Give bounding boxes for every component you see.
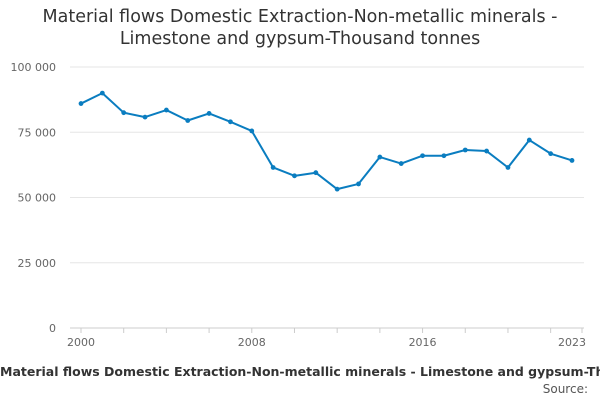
- x-tick-label: 2000: [67, 336, 95, 349]
- y-tick-label: 100 000: [11, 61, 57, 74]
- data-point[interactable]: [163, 107, 169, 113]
- data-point[interactable]: [292, 173, 297, 179]
- x-axis-labels: 2000 2008 2016 2023: [67, 336, 586, 349]
- data-point[interactable]: [228, 119, 233, 125]
- data-point[interactable]: [334, 186, 340, 192]
- series-line: [80, 92, 573, 191]
- data-point[interactable]: [99, 90, 105, 96]
- data-point[interactable]: [142, 114, 148, 120]
- data-point[interactable]: [185, 118, 191, 123]
- data-point[interactable]: [249, 128, 255, 134]
- data-point[interactable]: [121, 110, 127, 116]
- data-point[interactable]: [505, 165, 511, 170]
- x-tick-label: 2016: [409, 336, 437, 349]
- grid-lines: [70, 66, 584, 264]
- y-tick-label: 25 000: [18, 257, 57, 270]
- data-point[interactable]: [313, 170, 319, 176]
- x-tick-label: 2008: [238, 336, 266, 349]
- data-point[interactable]: [526, 137, 532, 143]
- data-point[interactable]: [569, 158, 575, 163]
- chart-caption: Material flows Domestic Extraction-Non-m…: [0, 364, 600, 379]
- y-axis-labels: 0 25 000 50 000 75 000 100 000: [11, 61, 57, 335]
- chart-title: Material flows Domestic Extraction-Non-m…: [0, 6, 600, 50]
- y-tick-label: 75 000: [18, 126, 57, 139]
- chart-title-line-2: Limestone and gypsum-Thousand tonnes: [119, 29, 481, 49]
- data-point[interactable]: [548, 151, 554, 157]
- data-point[interactable]: [356, 181, 361, 187]
- data-point[interactable]: [484, 148, 490, 154]
- data-point[interactable]: [377, 154, 383, 160]
- series-group: [78, 90, 575, 192]
- chart-title-line-1: Material flows Domestic Extraction-Non-m…: [42, 7, 558, 27]
- data-point[interactable]: [420, 153, 425, 159]
- data-point[interactable]: [398, 161, 404, 166]
- y-tick-label: 0: [49, 322, 56, 335]
- data-point[interactable]: [462, 147, 468, 153]
- y-tick-label: 50 000: [18, 192, 57, 205]
- data-point[interactable]: [206, 111, 212, 116]
- data-point[interactable]: [270, 165, 276, 170]
- x-tick-label: 2023: [558, 336, 586, 349]
- x-axis: [70, 327, 584, 333]
- data-point[interactable]: [441, 153, 447, 159]
- data-point[interactable]: [78, 101, 84, 106]
- source-label: Source:: [542, 382, 588, 396]
